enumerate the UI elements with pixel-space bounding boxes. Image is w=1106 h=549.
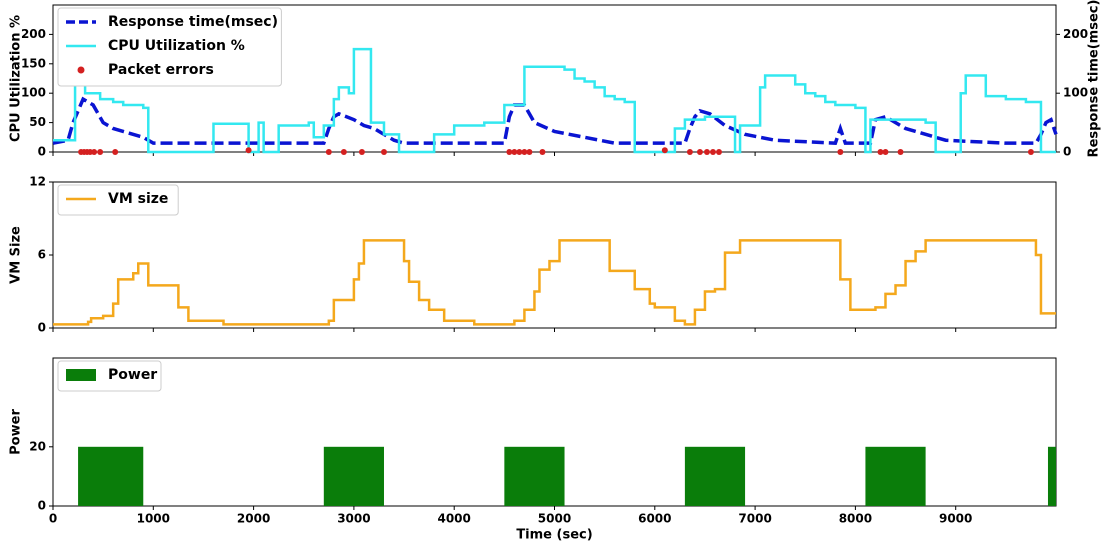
legend-label: Response time(msec)	[108, 14, 278, 30]
x-axis-label: Time (sec)	[516, 528, 592, 543]
error-point	[516, 149, 523, 155]
legend-box	[57, 360, 162, 392]
legend: Response time(msec) CPU Utilization % Pack…	[57, 7, 282, 87]
legend-label: Packet errors	[108, 62, 214, 78]
y2-tick-label: 0	[1063, 145, 1071, 159]
error-point	[97, 149, 104, 155]
error-point	[506, 149, 513, 155]
x-tick-label: 1000	[137, 512, 170, 526]
power-bar	[504, 446, 565, 506]
y-axis-label: VM Size	[9, 226, 24, 284]
error-point	[686, 149, 693, 155]
legend: Power	[57, 360, 162, 392]
y-tick-label: 0	[38, 145, 46, 159]
y-tick-label: 200	[21, 27, 46, 41]
y-tick-label: 100	[21, 86, 46, 100]
error-point	[358, 149, 365, 155]
panel: 0 20 0 1000 2000 3000 4000 5000 6000 7000 8000 9000…	[9, 357, 1057, 543]
panel: 0 6 12 VM Size VM size	[9, 175, 1057, 335]
legend-label: CPU Utilization %	[108, 38, 245, 54]
power-bar	[1047, 446, 1056, 506]
series-line	[53, 47, 1056, 154]
y2-tick-label: 200	[1063, 27, 1088, 41]
error-point	[882, 149, 889, 155]
error-point	[696, 149, 703, 155]
error-point	[661, 147, 668, 154]
y-tick-label: 6	[38, 248, 46, 262]
y-tick-label: 0	[38, 499, 46, 513]
legend-box	[57, 7, 282, 87]
error-point	[245, 147, 252, 154]
error-point	[897, 149, 904, 155]
y2-axis-label: Response time(msec)	[1087, 0, 1102, 157]
y-axis-label: Power	[9, 409, 24, 455]
x-tick-label: 6000	[638, 512, 671, 526]
series-line	[52, 96, 1058, 145]
x-tick-label: 8000	[839, 512, 872, 526]
plot-frame	[52, 181, 1057, 329]
error-point	[380, 149, 387, 155]
x-tick-label: 9000	[939, 512, 972, 526]
y-tick-label: 20	[29, 439, 46, 453]
power-bar	[684, 446, 746, 506]
power-bar	[323, 446, 384, 506]
error-point	[340, 149, 347, 155]
y2-tick-label: 100	[1063, 86, 1088, 100]
error-point	[511, 149, 518, 155]
x-tick-label: 3000	[337, 512, 370, 526]
legend-box	[57, 184, 179, 216]
x-tick-label: 7000	[738, 512, 771, 526]
error-point	[91, 149, 98, 155]
legend-swatch	[77, 66, 85, 74]
legend-label: Power	[108, 367, 157, 383]
error-point	[715, 149, 722, 155]
error-point	[837, 149, 844, 155]
error-point	[703, 149, 710, 155]
error-point	[1027, 149, 1034, 155]
error-point	[521, 149, 528, 155]
x-tick-label: 4000	[437, 512, 470, 526]
legend: VM size	[57, 184, 179, 216]
legend-swatch	[66, 369, 96, 381]
x-tick-label: 5000	[538, 512, 571, 526]
y-tick-label: 150	[21, 56, 46, 70]
x-tick-label: 2000	[237, 512, 270, 526]
y-tick-label: 0	[38, 321, 46, 335]
error-point	[877, 149, 884, 155]
series-line	[53, 239, 1056, 326]
y-tick-label: 50	[29, 115, 46, 129]
y-tick-label: 12	[29, 175, 46, 189]
power-bar	[78, 446, 144, 506]
error-point	[112, 149, 119, 155]
y-axis-label: CPU Utilization %	[9, 15, 24, 142]
legend-label: VM size	[108, 191, 168, 207]
x-tick-label: 0	[49, 512, 57, 526]
error-point	[526, 149, 533, 155]
error-point	[539, 149, 546, 155]
error-point	[709, 149, 716, 155]
power-bar	[865, 446, 926, 506]
error-point	[325, 149, 332, 155]
